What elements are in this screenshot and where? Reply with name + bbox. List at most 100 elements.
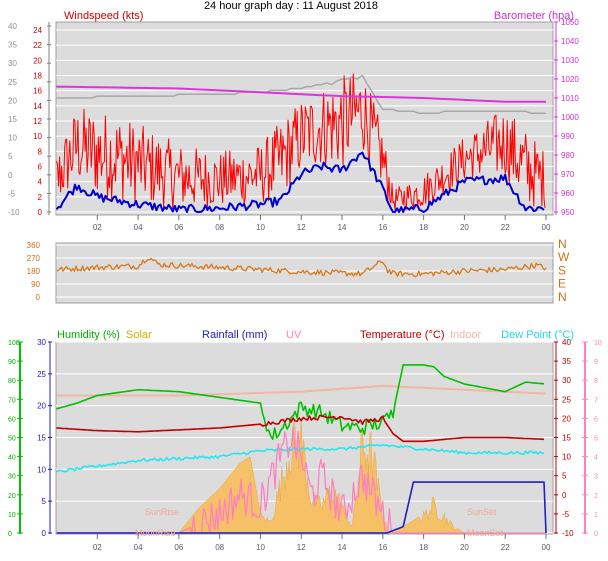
temperature-tick-label: -10 xyxy=(562,529,574,538)
uv-tick-label: 8 xyxy=(594,378,598,385)
rainfall-label: Rainfall (mm) xyxy=(202,329,267,341)
wind-gust-line xyxy=(56,73,546,211)
time-tick-label: 18 xyxy=(419,223,428,232)
climate-series xyxy=(56,364,547,534)
windspeed-secondary-tick-label: -5 xyxy=(8,189,16,198)
uv-tick-label: 4 xyxy=(594,455,598,462)
time-tick-label: 14 xyxy=(338,543,347,552)
windspeed-tick-label: 24 xyxy=(33,26,42,35)
temperature-axis: 40 35 30 25 20 15 10 5 0 -5 -10 xyxy=(554,338,574,538)
windspeed-tick-label: 16 xyxy=(33,87,42,96)
rainfall-tick-label: 10 xyxy=(37,465,46,474)
barometer-tick-label: 970 xyxy=(561,170,575,179)
barometer-tick-label: 1010 xyxy=(561,94,579,103)
uv-tick-label: 5 xyxy=(594,436,598,443)
time-tick-label: 06 xyxy=(174,223,183,232)
windspeed-secondary-tick-label: 0 xyxy=(8,171,13,180)
rainfall-axis: 30 25 20 15 10 5 0 xyxy=(37,338,52,538)
windspeed-label: Windspeed (kts) xyxy=(64,10,143,22)
time-tick-label: 02 xyxy=(93,223,102,232)
time-tick-label: 10 xyxy=(256,543,265,552)
indoor-label: Indoor xyxy=(450,329,482,341)
windspeed-secondary-tick-label: 15 xyxy=(8,115,17,124)
windspeed-tick-label: 6 xyxy=(38,163,43,172)
direction-series xyxy=(56,257,547,278)
barometer-axis: 1050 1040 1030 1020 1010 1000 990 980 970 960 950 xyxy=(554,18,579,217)
temperature-tick-label: 25 xyxy=(562,395,571,404)
temperature-label: Temperature (°C) xyxy=(360,329,444,341)
wind-panel: Windspeed (kts) Barometer (hpa) 24222018… xyxy=(8,10,579,232)
barometer-tick-label: 1020 xyxy=(561,75,579,84)
sunset-annotation: SunSet xyxy=(467,507,497,517)
uv-label: UV xyxy=(286,329,302,341)
wind-time-axis: 02 04 06 08 10 12 14 16 18 20 22 00 xyxy=(93,215,551,232)
compass-letter: N xyxy=(558,290,567,304)
humidity-tick-label: 80 xyxy=(8,378,16,385)
rainfall-tick-label: 30 xyxy=(37,338,46,347)
direction-tick-label: 180 xyxy=(27,267,41,276)
time-tick-label: 22 xyxy=(501,223,510,232)
time-tick-label: 12 xyxy=(297,543,306,552)
temperature-tick-label: 15 xyxy=(562,434,571,443)
humidity-tick-label: 100 xyxy=(8,340,20,347)
wind-series xyxy=(55,73,546,213)
barometer-tick-label: 950 xyxy=(561,208,575,217)
dewpoint-label: Dew Point (°C) xyxy=(501,329,574,341)
windspeed-secondary-tick-label: 5 xyxy=(8,152,13,161)
windspeed-tick-label: 2 xyxy=(38,193,43,202)
temperature-tick-label: -5 xyxy=(562,510,570,519)
time-tick-label: 22 xyxy=(501,543,510,552)
windspeed-secondary-tick-label: 20 xyxy=(8,96,17,105)
time-tick-label: 10 xyxy=(256,223,265,232)
time-tick-label: 14 xyxy=(338,223,347,232)
uv-tick-label: 10 xyxy=(594,340,602,347)
direction-tick-label: 360 xyxy=(27,241,41,250)
barometer-line xyxy=(56,85,546,103)
time-tick-label: 20 xyxy=(460,223,469,232)
time-tick-label: 16 xyxy=(378,223,387,232)
wind-direction-line xyxy=(56,257,547,278)
temperature-line xyxy=(56,414,545,443)
uv-tick-label: 3 xyxy=(594,474,598,481)
direction-tick-label: 0 xyxy=(36,293,41,302)
barometer-tick-label: 1040 xyxy=(561,37,579,46)
uv-tick-label: 6 xyxy=(594,416,598,423)
humidity-tick-label: 50 xyxy=(8,436,16,443)
barometer-tick-label: 980 xyxy=(561,151,575,160)
temperature-tick-label: 30 xyxy=(562,376,571,385)
temperature-tick-label: 10 xyxy=(562,453,571,462)
climate-time-axis: 02 04 06 08 10 12 14 16 18 20 22 00 xyxy=(93,534,551,552)
direction-tick-label: 270 xyxy=(27,254,41,263)
graph-title: 24 hour graph day : 11 August 2018 xyxy=(204,0,378,12)
moonrise-annotation: MoonRise xyxy=(135,528,176,538)
temperature-tick-label: 0 xyxy=(562,491,567,500)
barometer-label: Barometer (hpa) xyxy=(494,10,574,22)
windspeed-tick-label: 0 xyxy=(38,208,43,217)
time-tick-label: 00 xyxy=(542,543,551,552)
rainfall-line xyxy=(56,481,547,534)
windspeed-tick-label: 8 xyxy=(38,147,43,156)
humidity-line xyxy=(56,364,545,441)
humidity-tick-label: 70 xyxy=(8,397,16,404)
time-tick-label: 04 xyxy=(134,543,143,552)
sunrise-annotation: SunRise xyxy=(145,507,179,517)
moonset-annotation: MoonSet xyxy=(467,528,504,538)
time-tick-label: 02 xyxy=(93,543,102,552)
direction-tick-label: 90 xyxy=(31,280,40,289)
barometer-tick-label: 960 xyxy=(561,189,575,198)
rainfall-tick-label: 25 xyxy=(37,370,46,379)
compass-letter: S xyxy=(558,263,566,277)
time-tick-label: 08 xyxy=(215,543,224,552)
barometer-tick-label: 1000 xyxy=(561,113,579,122)
windspeed-tick-label: 20 xyxy=(33,56,42,65)
time-tick-label: 16 xyxy=(378,543,387,552)
temperature-tick-label: 40 xyxy=(562,338,571,347)
humidity-tick-label: 30 xyxy=(8,474,16,481)
